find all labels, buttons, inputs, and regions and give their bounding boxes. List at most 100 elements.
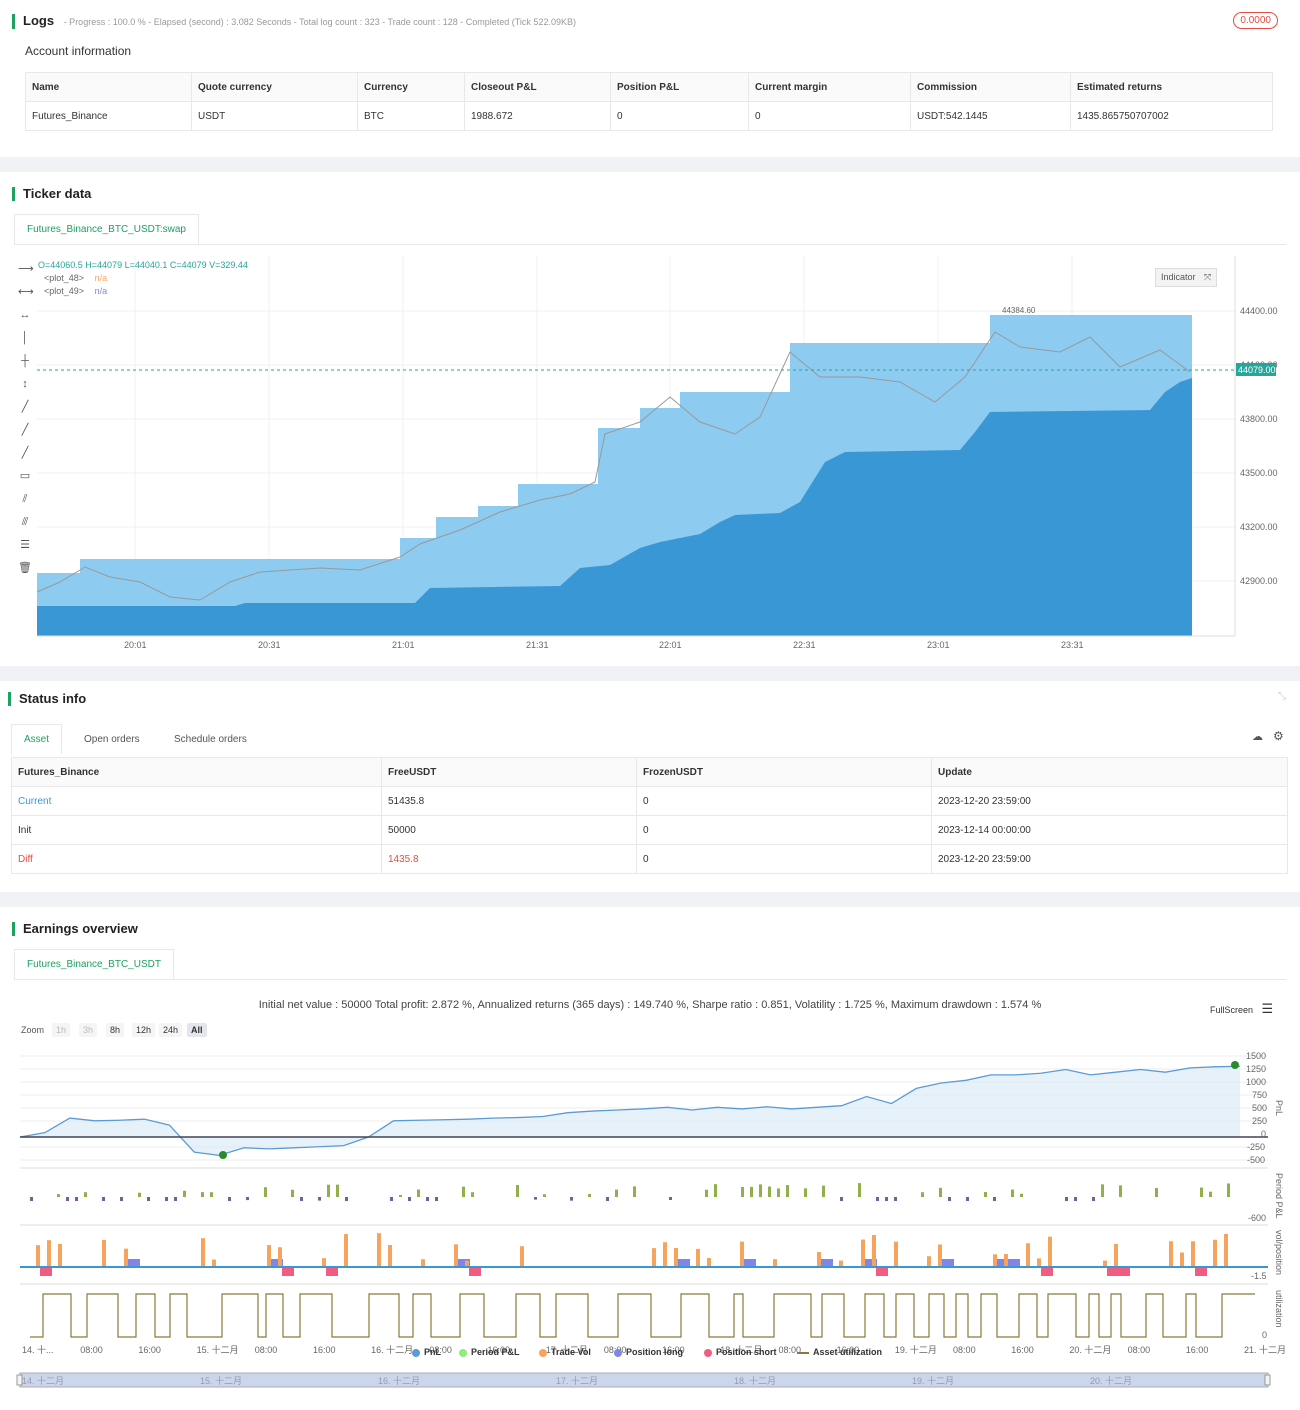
parallel-channel-icon[interactable]: ⫽	[22, 493, 28, 505]
position-bar	[40, 1268, 52, 1276]
legend-pnl[interactable]: PnL	[412, 1347, 441, 1357]
zoom-8h[interactable]: 8h	[106, 1023, 125, 1037]
zoom-label: Zoom	[21, 1025, 45, 1035]
pnl-tick: 1250	[1246, 1064, 1266, 1074]
x-tick: 16. 十二月	[371, 1344, 413, 1355]
period-bar	[435, 1197, 438, 1201]
legend-trade-vol[interactable]: Trade Vol	[539, 1347, 591, 1357]
navigator-handle-right[interactable]	[1264, 1374, 1271, 1386]
fib-retracement-icon[interactable]: ☰	[20, 539, 30, 551]
indicator-button[interactable]: Indicator ⤧	[1155, 268, 1218, 287]
horizontal-ray-icon[interactable]: ⟶	[18, 263, 34, 275]
tab-schedule-orders[interactable]: Schedule orders	[161, 724, 260, 754]
period-bar	[1227, 1183, 1230, 1197]
period-bar	[1119, 1185, 1122, 1197]
pnl-axis-title: PnL	[1274, 1100, 1284, 1116]
vol-bar	[674, 1247, 678, 1267]
max-point-marker	[1231, 1061, 1239, 1069]
cell: 50000	[381, 815, 637, 845]
period-bar	[147, 1197, 150, 1201]
logs-badge[interactable]: 0.0000	[1233, 12, 1278, 29]
cloud-icon[interactable]: ☁	[1252, 731, 1263, 743]
vol-bar	[1026, 1243, 1030, 1267]
horizontal-segment-icon[interactable]: ↔	[19, 309, 31, 321]
gear-icon[interactable]: ⚙	[1273, 729, 1284, 743]
vertical-line-icon[interactable]: │	[21, 332, 29, 344]
plot-49-legend: <plot_49> n/a	[44, 286, 107, 296]
legend-dot	[614, 1348, 622, 1357]
zoom-24h[interactable]: 24h	[159, 1023, 183, 1037]
fullscreen-button[interactable]: FullScreen ☰	[1210, 1001, 1273, 1017]
col-position-pnl: Position P&L	[610, 72, 749, 102]
trend-line-icon[interactable]: ╱	[21, 401, 29, 413]
legend-asset-utilization[interactable]: Asset utilization	[797, 1347, 882, 1357]
navigator-tick: 17. 十二月	[556, 1375, 598, 1386]
period-bar	[858, 1183, 861, 1197]
x-tick: 15. 十二月	[197, 1344, 239, 1355]
vol-bar	[652, 1248, 656, 1267]
col-update: Update	[931, 757, 1288, 787]
table-row: Init 50000 0 2023-12-14 00:00:00	[11, 815, 1288, 845]
y-tick: 43800.00	[1240, 414, 1278, 424]
vol-bar	[47, 1240, 51, 1267]
cell: 2023-12-20 23:59:00	[931, 844, 1288, 874]
vol-bar	[1169, 1241, 1173, 1267]
tab-open-orders[interactable]: Open orders	[71, 724, 153, 754]
period-bar	[1092, 1197, 1095, 1201]
period-bar	[714, 1184, 717, 1197]
period-bar	[984, 1191, 987, 1197]
tab-divider	[14, 979, 1286, 980]
price-line	[36, 331, 1191, 601]
zoom-3h[interactable]: 3h	[79, 1023, 98, 1037]
collapse-icon[interactable]: ⤡	[1278, 691, 1286, 702]
zoom-12h[interactable]: 12h	[132, 1023, 156, 1037]
period-bar	[615, 1189, 618, 1197]
navigator-tick: 14. 十二月	[22, 1375, 64, 1386]
position-bar	[128, 1259, 140, 1267]
period-bar	[426, 1197, 429, 1201]
x-tick: 08:00	[778, 1345, 801, 1355]
fib-channel-icon[interactable]: ⫻	[21, 516, 29, 528]
period-bar	[417, 1189, 420, 1197]
legend-position-long[interactable]: Position long	[614, 1347, 683, 1357]
cell: USDT	[191, 101, 358, 131]
legend-period-pnl[interactable]: Period P&L	[459, 1347, 520, 1357]
period-bar	[669, 1197, 672, 1200]
period-bar	[1155, 1187, 1158, 1197]
tab-asset[interactable]: Asset	[11, 724, 63, 754]
vol-bar	[894, 1241, 898, 1267]
y-tick: 42900.00	[1240, 576, 1278, 586]
x-tick: 20. 十二月	[1069, 1344, 1111, 1355]
legend-position-short[interactable]: Position short	[704, 1347, 777, 1357]
trash-icon[interactable]: 🗑	[18, 562, 32, 574]
zoom-all[interactable]: All	[187, 1023, 207, 1037]
price-line-icon[interactable]: ▭	[19, 470, 31, 482]
horizontal-line-icon[interactable]: ⟷	[18, 286, 34, 298]
x-tick: 21:31	[526, 640, 549, 650]
period-bar	[876, 1197, 879, 1201]
vertical-segment-icon[interactable]: ↕	[22, 378, 28, 390]
navigator-tick: 19. 十二月	[912, 1375, 954, 1386]
position-bar	[326, 1268, 338, 1276]
tab-ticker-symbol[interactable]: Futures_Binance_BTC_USDT:swap	[14, 214, 199, 244]
period-bar	[318, 1197, 321, 1201]
vol-bar	[993, 1254, 997, 1267]
period-bar	[750, 1186, 753, 1197]
period-bar	[948, 1197, 951, 1201]
ray-line-icon[interactable]: ╱	[21, 424, 29, 436]
period-bar	[264, 1187, 267, 1197]
x-tick: 16:00	[1186, 1345, 1209, 1355]
period-bar	[345, 1197, 348, 1201]
cell: 0	[636, 786, 932, 816]
period-bar	[102, 1197, 105, 1201]
extended-line-icon[interactable]: ╱	[21, 447, 29, 459]
tab-earnings-symbol[interactable]: Futures_Binance_BTC_USDT	[14, 949, 174, 979]
cross-line-icon[interactable]: ┼	[21, 355, 29, 367]
price-tag: 44079.00	[1238, 365, 1276, 375]
vol-bar	[1191, 1241, 1195, 1267]
cell: 2023-12-20 23:59:00	[931, 786, 1288, 816]
vol-bar	[267, 1245, 271, 1267]
navigator-handle-left[interactable]	[16, 1374, 23, 1386]
zoom-1h[interactable]: 1h	[52, 1023, 71, 1037]
x-tick: 23:01	[927, 640, 950, 650]
